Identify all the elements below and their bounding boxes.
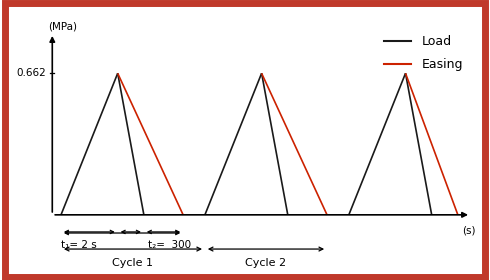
Text: (s): (s) (462, 225, 475, 235)
Text: 0.662: 0.662 (16, 68, 46, 78)
Text: t₁= 2 s: t₁= 2 s (61, 241, 97, 251)
Text: (MPa): (MPa) (48, 22, 77, 32)
Text: Cycle 2: Cycle 2 (245, 258, 287, 268)
Text: t₂=  300: t₂= 300 (148, 241, 192, 251)
Legend: Load, Easing: Load, Easing (378, 29, 469, 77)
Text: Cycle 1: Cycle 1 (113, 258, 153, 268)
